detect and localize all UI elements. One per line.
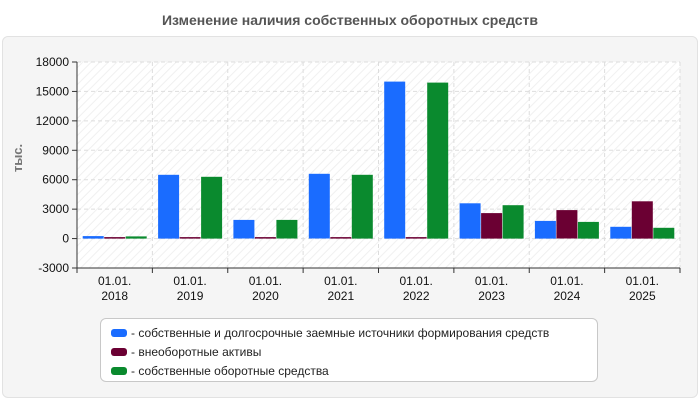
x-tick-label: 2022: [403, 289, 430, 303]
x-tick-label: 2023: [478, 289, 505, 303]
x-tick-label: 01.01.: [173, 274, 206, 288]
y-tick-label: 18000: [36, 55, 70, 69]
x-tick-label: 2021: [327, 289, 354, 303]
x-tick-label: 2018: [101, 289, 128, 303]
bar: [459, 203, 481, 239]
bar: [427, 82, 449, 239]
x-tick-label: 2024: [554, 289, 581, 303]
bar: [308, 173, 330, 239]
bar: [254, 237, 276, 239]
y-tick-label: 9000: [42, 143, 69, 157]
legend-label: - внеоборотные активы: [131, 344, 262, 359]
bar: [179, 237, 201, 239]
bar: [276, 219, 298, 239]
y-tick-label: 6000: [42, 173, 69, 187]
bar: [502, 205, 524, 239]
bar: [481, 213, 503, 239]
legend-item: - внеоборотные активы: [111, 342, 597, 361]
legend-label: - собственные оборотные средства: [131, 363, 329, 378]
legend-swatch: [111, 347, 127, 356]
x-tick-label: 01.01.: [98, 274, 131, 288]
x-tick-label: 01.01.: [550, 274, 583, 288]
bar: [233, 219, 255, 239]
legend-label: - собственные и долгосрочные заемные ист…: [131, 325, 550, 340]
bar: [653, 227, 675, 239]
bar: [631, 201, 653, 239]
x-tick-label: 01.01.: [400, 274, 433, 288]
bar: [201, 176, 223, 239]
bar: [330, 237, 352, 239]
legend-item: - собственные и долгосрочные заемные ист…: [111, 323, 597, 342]
bar: [104, 237, 126, 239]
bar: [534, 220, 556, 239]
chart-title: Изменение наличия собственных оборотных …: [161, 12, 539, 28]
bar: [556, 210, 578, 239]
bar: [158, 174, 180, 239]
legend-swatch: [111, 328, 127, 337]
x-tick-label: 2020: [252, 289, 279, 303]
bars: [82, 81, 675, 239]
x-tick-label: 2019: [177, 289, 204, 303]
y-tick-label: 15000: [36, 84, 70, 98]
x-tick-label: 01.01.: [249, 274, 282, 288]
legend: - собственные и долгосрочные заемные ист…: [100, 318, 598, 382]
y-tick-label: -3000: [38, 261, 69, 275]
y-tick-labels: -3000 0 3000 6000 9000 12000 15000 18000: [36, 55, 70, 275]
y-axis-label: тыс.: [10, 144, 25, 172]
bar: [82, 236, 104, 239]
x-tick-label: 01.01.: [324, 274, 357, 288]
bar: [384, 81, 406, 239]
y-tick-label: 3000: [42, 202, 69, 216]
bar: [577, 221, 599, 239]
x-tick-label: 2025: [629, 289, 656, 303]
x-tick-label: 01.01.: [626, 274, 659, 288]
bar: [351, 174, 373, 239]
legend-item: - собственные оборотные средства: [111, 361, 597, 380]
y-tick-label: 12000: [36, 114, 70, 128]
legend-swatch: [111, 366, 127, 375]
x-tick-labels: 01.01.201801.01.201901.01.202001.01.2021…: [98, 274, 659, 303]
bar: [405, 237, 427, 239]
bar: [125, 236, 147, 239]
x-tick-label: 01.01.: [475, 274, 508, 288]
bar: [610, 226, 632, 239]
axes: [72, 61, 681, 273]
y-tick-label: 0: [62, 232, 69, 246]
